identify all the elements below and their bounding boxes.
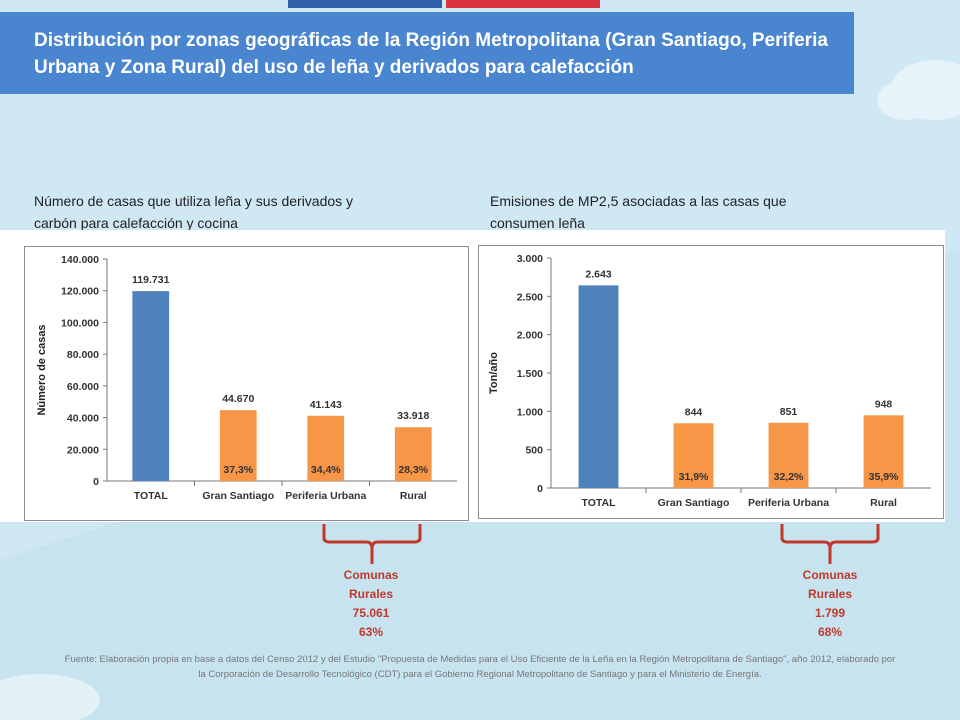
houses-bar-chart: 0 20.000 40.000 60.000 80.000 100.000 120.000 1…	[36, 254, 457, 502]
y-tick-label: 1.500	[517, 368, 543, 380]
y-tick-label: 140.000	[61, 254, 99, 266]
x-category-label: Rural	[870, 497, 897, 509]
y-tick-label: 100.000	[61, 317, 99, 329]
y-tick-label: 2.500	[517, 291, 543, 303]
left-chart-frame: 0 20.000 40.000 60.000 80.000 100.000 120.000 1…	[24, 246, 469, 521]
bar-percent-label: 28,3%	[398, 464, 428, 476]
bar	[132, 291, 170, 481]
y-tick-label: 2.000	[517, 330, 543, 342]
left-chart-subtitle: Número de casas que utiliza leña y sus d…	[34, 193, 354, 231]
left-rural-value: 75.061	[352, 606, 390, 620]
y-tick-label: 1.000	[517, 406, 543, 418]
right-chart-subtitle: Emisiones de MP2,5 asociadas a las casas…	[490, 193, 787, 231]
page-title: Distribución por zonas geográficas de la…	[34, 30, 828, 78]
left-rural-summary: Comunas Rurales 75.061 63%	[311, 566, 431, 642]
y-tick-label: 0	[537, 483, 543, 495]
bar-value-label: 119.731	[132, 274, 170, 286]
bar	[863, 415, 904, 488]
title-banner	[0, 12, 854, 94]
bar	[578, 285, 619, 488]
y-tick-label: 20.000	[67, 444, 99, 456]
bar-percent-label: 35,9%	[869, 471, 899, 483]
flag-stripe-red	[446, 0, 600, 8]
x-category-label: TOTAL	[581, 497, 616, 509]
emissions-bar-chart: 0 500 1.000 1.500 2.000 2.500 3.000 Ton/año 2.64…	[488, 253, 931, 509]
y-tick-label: 60.000	[67, 381, 99, 393]
source-footnote: Fuente: Elaboración propia en base a dat…	[64, 654, 896, 680]
bar-percent-label: 31,9%	[679, 471, 709, 483]
bar-value-label: 44.670	[222, 393, 254, 405]
bar	[394, 427, 432, 481]
right-rural-value: 1.799	[814, 606, 846, 620]
bar-value-label: 844	[685, 406, 703, 418]
x-category-label: Gran Santiago	[202, 490, 274, 502]
y-tick-label: 0	[93, 476, 99, 488]
left-rural-line1: Comunas	[343, 568, 399, 582]
right-chart-frame: 0 500 1.000 1.500 2.000 2.500 3.000 Ton/año 2.64…	[478, 245, 944, 519]
bar-value-label: 2.643	[585, 268, 611, 280]
bar-percent-label: 34,4%	[311, 464, 341, 476]
y-tick-label: 500	[525, 445, 543, 457]
x-category-label: Periferia Urbana	[285, 490, 366, 502]
left-rural-line2: Rurales	[348, 587, 394, 601]
right-rural-line2: Rurales	[807, 587, 853, 601]
right-rural-summary: Comunas Rurales 1.799 68%	[770, 566, 890, 642]
right-rural-line1: Comunas	[802, 568, 858, 582]
bar-value-label: 851	[780, 406, 798, 418]
y-tick-label: 3.000	[517, 253, 543, 265]
bar-percent-label: 37,3%	[223, 464, 253, 476]
x-category-label: Periferia Urbana	[748, 497, 829, 509]
x-category-label: Gran Santiago	[658, 497, 730, 509]
bar	[307, 415, 345, 481]
bar	[219, 410, 257, 481]
x-category-label: Rural	[400, 490, 427, 502]
right-rural-percent: 68%	[817, 625, 843, 639]
y-tick-label: 40.000	[67, 413, 99, 425]
left-rural-percent: 63%	[358, 625, 384, 639]
y-tick-label: 80.000	[67, 349, 99, 361]
bar-percent-label: 32,2%	[774, 471, 804, 483]
y-axis-title: Ton/año	[488, 352, 500, 394]
bar-value-label: 948	[875, 398, 893, 410]
y-tick-label: 120.000	[61, 286, 99, 298]
bar-value-label: 33.918	[397, 410, 429, 422]
right-rural-brace	[780, 524, 880, 564]
x-category-label: TOTAL	[134, 490, 169, 502]
y-axis-title: Número de casas	[36, 324, 48, 415]
flag-stripe-blue	[288, 0, 442, 8]
bar	[673, 423, 714, 488]
bar-value-label: 41.143	[310, 399, 342, 411]
bar	[768, 422, 809, 488]
left-rural-brace	[322, 524, 422, 564]
